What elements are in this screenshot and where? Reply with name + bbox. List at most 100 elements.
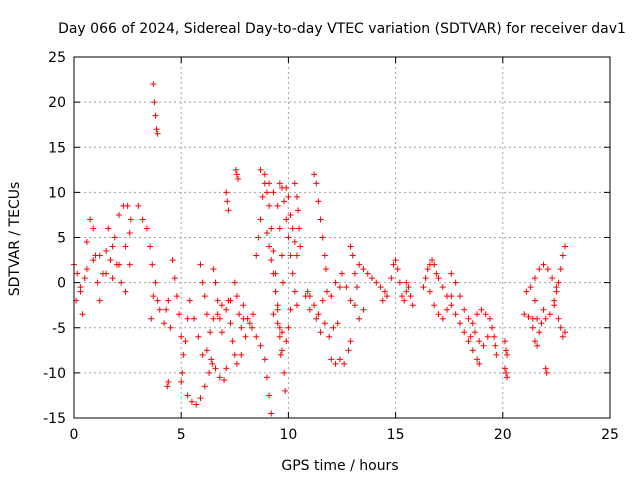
y-axis-label: SDTVAR / TECUs <box>7 182 23 297</box>
data-point <box>79 311 86 318</box>
data-point <box>369 275 376 282</box>
data-point <box>347 297 354 304</box>
data-point <box>354 284 361 291</box>
data-point <box>278 347 285 354</box>
data-point <box>396 279 403 286</box>
y-tick-label: 20 <box>48 95 66 111</box>
data-point <box>221 377 228 384</box>
data-point <box>233 360 240 367</box>
data-point <box>424 266 431 273</box>
data-point <box>231 351 238 358</box>
data-point <box>521 311 528 318</box>
data-point <box>274 320 281 327</box>
data-point <box>407 293 414 300</box>
data-point <box>399 293 406 300</box>
data-point <box>527 284 534 291</box>
data-point <box>289 270 296 277</box>
data-point <box>439 315 446 322</box>
data-point <box>296 225 303 232</box>
data-point <box>83 239 90 246</box>
data-point <box>208 356 215 363</box>
data-point <box>199 279 206 286</box>
data-point <box>266 180 273 187</box>
data-point <box>461 329 468 336</box>
data-point <box>270 270 277 277</box>
data-point <box>107 257 114 264</box>
x-tick-label: 5 <box>177 427 186 443</box>
data-point <box>347 243 354 250</box>
data-point <box>203 311 210 318</box>
data-point <box>356 261 363 268</box>
data-point <box>503 369 510 376</box>
data-point <box>542 365 549 372</box>
data-point <box>326 333 333 340</box>
data-point <box>153 126 160 133</box>
data-point <box>167 324 174 331</box>
y-tick-label: 5 <box>57 231 66 247</box>
data-point <box>489 324 496 331</box>
data-point <box>87 216 94 223</box>
data-point <box>349 252 356 259</box>
data-point <box>127 216 134 223</box>
data-point <box>336 356 343 363</box>
data-point <box>476 360 483 367</box>
data-point <box>394 266 401 273</box>
data-point <box>94 279 101 286</box>
data-point <box>523 288 530 295</box>
data-point <box>214 311 221 318</box>
data-point <box>122 288 129 295</box>
data-point <box>214 297 221 304</box>
data-point <box>253 333 260 340</box>
data-point <box>178 378 185 385</box>
data-point <box>293 193 300 200</box>
x-tick-label: 25 <box>601 427 619 443</box>
data-point <box>283 184 290 191</box>
data-point <box>197 395 204 402</box>
data-point <box>287 252 294 259</box>
data-point <box>277 351 284 358</box>
data-point <box>321 320 328 327</box>
data-point <box>116 211 123 218</box>
data-point <box>126 261 133 268</box>
data-point <box>195 333 202 340</box>
y-tick-label: 0 <box>57 276 66 292</box>
data-point <box>278 252 285 259</box>
data-point <box>250 311 257 318</box>
data-point <box>274 302 281 309</box>
data-point <box>431 261 438 268</box>
data-point <box>392 257 399 264</box>
data-point <box>504 351 511 358</box>
data-point <box>465 338 472 345</box>
data-point <box>351 302 358 309</box>
data-point <box>311 171 318 178</box>
data-point <box>549 275 556 282</box>
data-point <box>244 315 251 322</box>
data-point <box>285 324 292 331</box>
data-point <box>103 270 110 277</box>
data-point <box>319 297 326 304</box>
data-point <box>113 261 120 268</box>
data-point <box>152 112 159 119</box>
data-point <box>270 311 277 318</box>
data-point <box>486 315 493 322</box>
data-point <box>384 293 391 300</box>
data-point <box>246 320 253 327</box>
data-point <box>235 175 242 182</box>
data-point <box>203 347 210 354</box>
data-point <box>270 189 277 196</box>
data-point <box>272 288 279 295</box>
data-point <box>218 329 225 336</box>
data-point <box>388 275 395 282</box>
data-point <box>207 329 214 336</box>
x-tick-label: 10 <box>279 427 297 443</box>
data-point <box>109 243 116 250</box>
data-point <box>315 311 322 318</box>
data-point <box>150 293 157 300</box>
data-point <box>504 374 511 381</box>
data-point <box>135 202 142 209</box>
data-point <box>429 257 436 264</box>
data-point <box>306 293 313 300</box>
data-point <box>105 225 112 232</box>
data-point <box>77 284 84 291</box>
data-point <box>257 166 264 173</box>
